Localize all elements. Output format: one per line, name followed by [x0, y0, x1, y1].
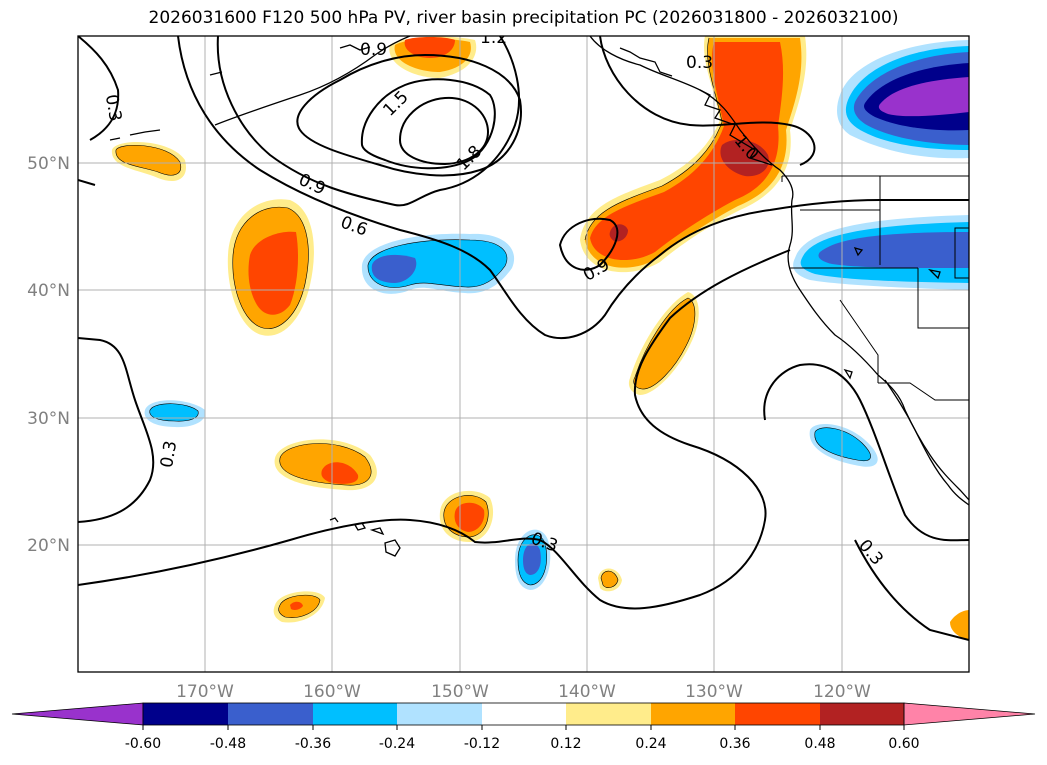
lat-label: 40°N — [27, 281, 70, 301]
svg-text:0.9: 0.9 — [360, 40, 387, 60]
colorbar-segment — [820, 703, 904, 725]
colorbar-low-extension — [11, 702, 144, 726]
colorbar-high-extension — [903, 702, 1036, 726]
political-borders — [781, 175, 969, 401]
lon-label: 140°W — [558, 682, 616, 702]
colorbar-tick-label: 0.24 — [635, 736, 666, 752]
colorbar-segment — [735, 703, 820, 725]
lon-label: 160°W — [303, 682, 361, 702]
svg-text:0.3: 0.3 — [157, 439, 181, 469]
colorbar-segment — [228, 703, 313, 725]
colorbar-tick-label: -0.48 — [210, 736, 246, 752]
lon-label: 130°W — [685, 682, 743, 702]
latitude-labels: 50°N 40°N 30°N 20°N — [27, 154, 70, 556]
lon-label: 120°W — [813, 682, 871, 702]
neg-anomaly-west-us — [793, 215, 969, 290]
colorbar-tick-label: -0.36 — [295, 736, 331, 752]
colorbar-tick-label: 0.36 — [719, 736, 750, 752]
colorbar-tick-labels: -0.60 -0.48 -0.36 -0.24 -0.12 0.12 0.24 … — [125, 736, 920, 752]
precip-shading — [111, 36, 969, 640]
lat-label: 30°N — [27, 409, 70, 429]
colorbar-segment — [566, 703, 651, 725]
colorbar-ticks — [142, 725, 905, 730]
pos-anomaly-subtropical — [274, 439, 377, 491]
pos-anomaly-west — [227, 199, 314, 336]
map-frame — [77, 35, 970, 673]
svg-text:1.2: 1.2 — [480, 28, 507, 48]
lon-label: 170°W — [176, 682, 234, 702]
colorbar-segment — [143, 703, 228, 725]
colorbar-segment — [397, 703, 482, 725]
longitude-labels: 170°W 160°W 150°W 140°W 130°W 120°W — [176, 682, 871, 702]
colorbar-tick-label: 0.60 — [888, 736, 919, 752]
gridlines — [78, 36, 969, 672]
colorbar-tick-label: -0.60 — [125, 736, 161, 752]
neg-anomaly-central-pacific — [361, 233, 515, 294]
lon-label: 150°W — [431, 682, 489, 702]
neg-anomaly-northeast — [837, 40, 969, 159]
colorbar-tick-label: 0.12 — [550, 736, 581, 752]
colorbar-segment — [482, 703, 566, 725]
colorbar-tick-label: 0.48 — [804, 736, 835, 752]
colorbar: -0.60 -0.48 -0.36 -0.24 -0.12 0.12 0.24 … — [11, 702, 1036, 752]
svg-text:0.3: 0.3 — [101, 93, 125, 123]
pos-anomaly-streak — [628, 292, 699, 395]
colorbar-segment — [313, 703, 397, 725]
svg-text:0.3: 0.3 — [686, 53, 713, 73]
coastlines — [109, 36, 969, 557]
colorbar-tick-label: -0.12 — [464, 736, 500, 752]
pv-contours — [78, 36, 969, 641]
map-title: 2026031600 F120 500 hPa PV, river basin … — [148, 8, 899, 28]
lat-label: 20°N — [27, 536, 70, 556]
lat-label: 50°N — [27, 154, 70, 174]
colorbar-tick-label: -0.24 — [379, 736, 415, 752]
colorbar-segment — [651, 703, 735, 725]
